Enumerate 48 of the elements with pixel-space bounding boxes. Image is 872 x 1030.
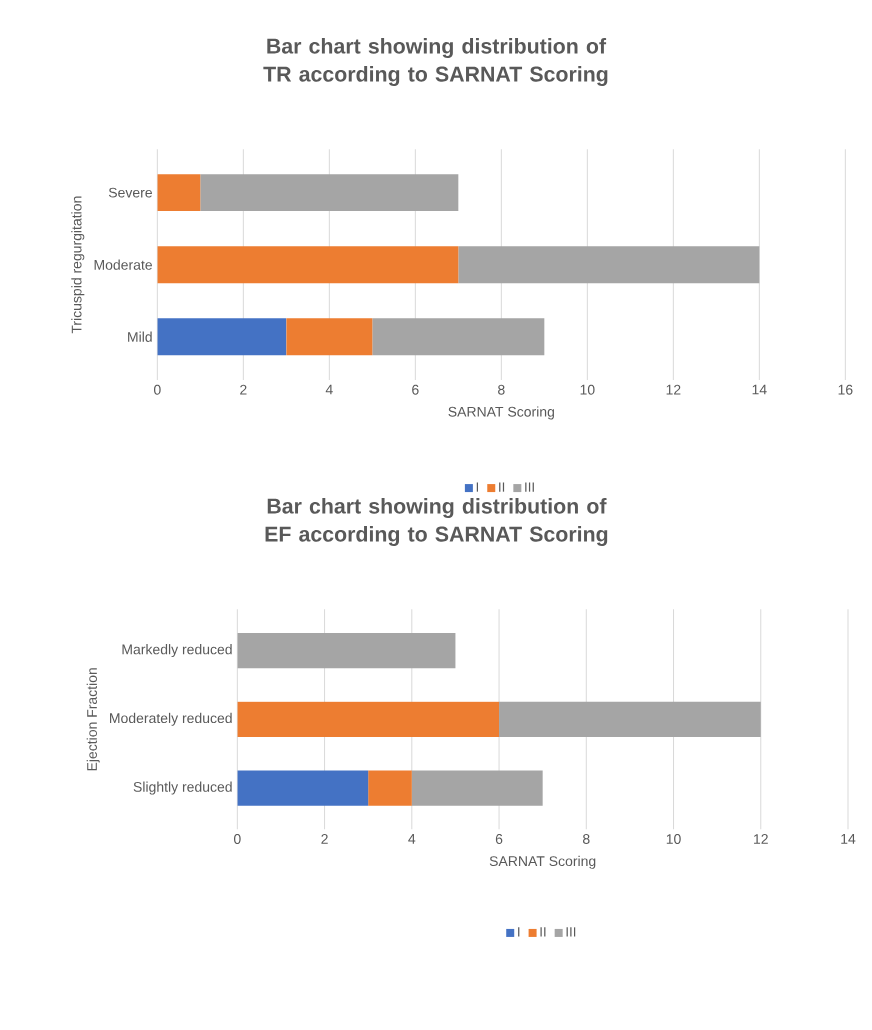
x-tick-label: 12: [754, 834, 768, 844]
bar: [286, 318, 373, 356]
bar: [458, 246, 760, 284]
x-tick-label: 14: [752, 384, 767, 395]
x-tick-label: 10: [666, 834, 681, 844]
legend-label: II: [540, 927, 546, 937]
y-tick-label: Moderately reduced: [110, 712, 232, 726]
x-tick-label: 6: [495, 834, 503, 844]
bar: [411, 770, 543, 806]
x-tick-label: 2: [321, 834, 328, 844]
x-axis-title: SARNAT Scoring: [448, 406, 554, 420]
bar: [237, 632, 456, 669]
x-tick-label: 0: [233, 834, 241, 844]
bar: [237, 770, 369, 806]
chart-title: Bar chart showing distribution of EF according to SARNAT Scoring: [265, 497, 608, 546]
x-tick-label: 8: [498, 384, 505, 395]
bar: [499, 701, 761, 737]
bar: [368, 770, 412, 806]
x-tick-label: 16: [838, 384, 853, 395]
y-tick-label: Moderate: [94, 259, 152, 270]
x-tick-label: 0: [153, 384, 161, 395]
y-axis-title: Tricuspid regurgitation: [71, 196, 85, 334]
y-tick-label: Markedly reduced: [122, 644, 232, 658]
y-tick-label: Mild: [128, 331, 152, 342]
x-tick-label: 10: [580, 384, 595, 395]
bar: [237, 701, 500, 737]
x-tick-label: 12: [666, 384, 681, 395]
bar: [157, 246, 459, 284]
x-tick-label: 2: [240, 384, 247, 395]
x-tick-label: 4: [408, 834, 416, 844]
x-tick-label: 14: [841, 834, 856, 844]
legend-label: II: [499, 482, 505, 492]
x-tick-label: 6: [412, 384, 419, 395]
legend-label: III: [525, 482, 534, 492]
x-tick-label: 8: [583, 834, 590, 844]
y-axis-title: Ejection Fraction: [86, 668, 100, 771]
legend-label: III: [566, 927, 576, 937]
x-axis-title: SARNAT Scoring: [489, 855, 596, 869]
chart-title: Bar chart showing distribution of TR according to SARNAT Scoring: [263, 37, 608, 86]
y-tick-label: Slightly reduced: [133, 781, 232, 795]
bar: [157, 174, 201, 212]
bar: [157, 318, 287, 356]
bar: [372, 318, 545, 356]
legend-label: I: [518, 927, 520, 937]
y-tick-label: Severe: [108, 187, 152, 198]
legend-label: I: [476, 482, 479, 492]
bar: [200, 174, 459, 212]
x-tick-label: 4: [325, 384, 333, 395]
